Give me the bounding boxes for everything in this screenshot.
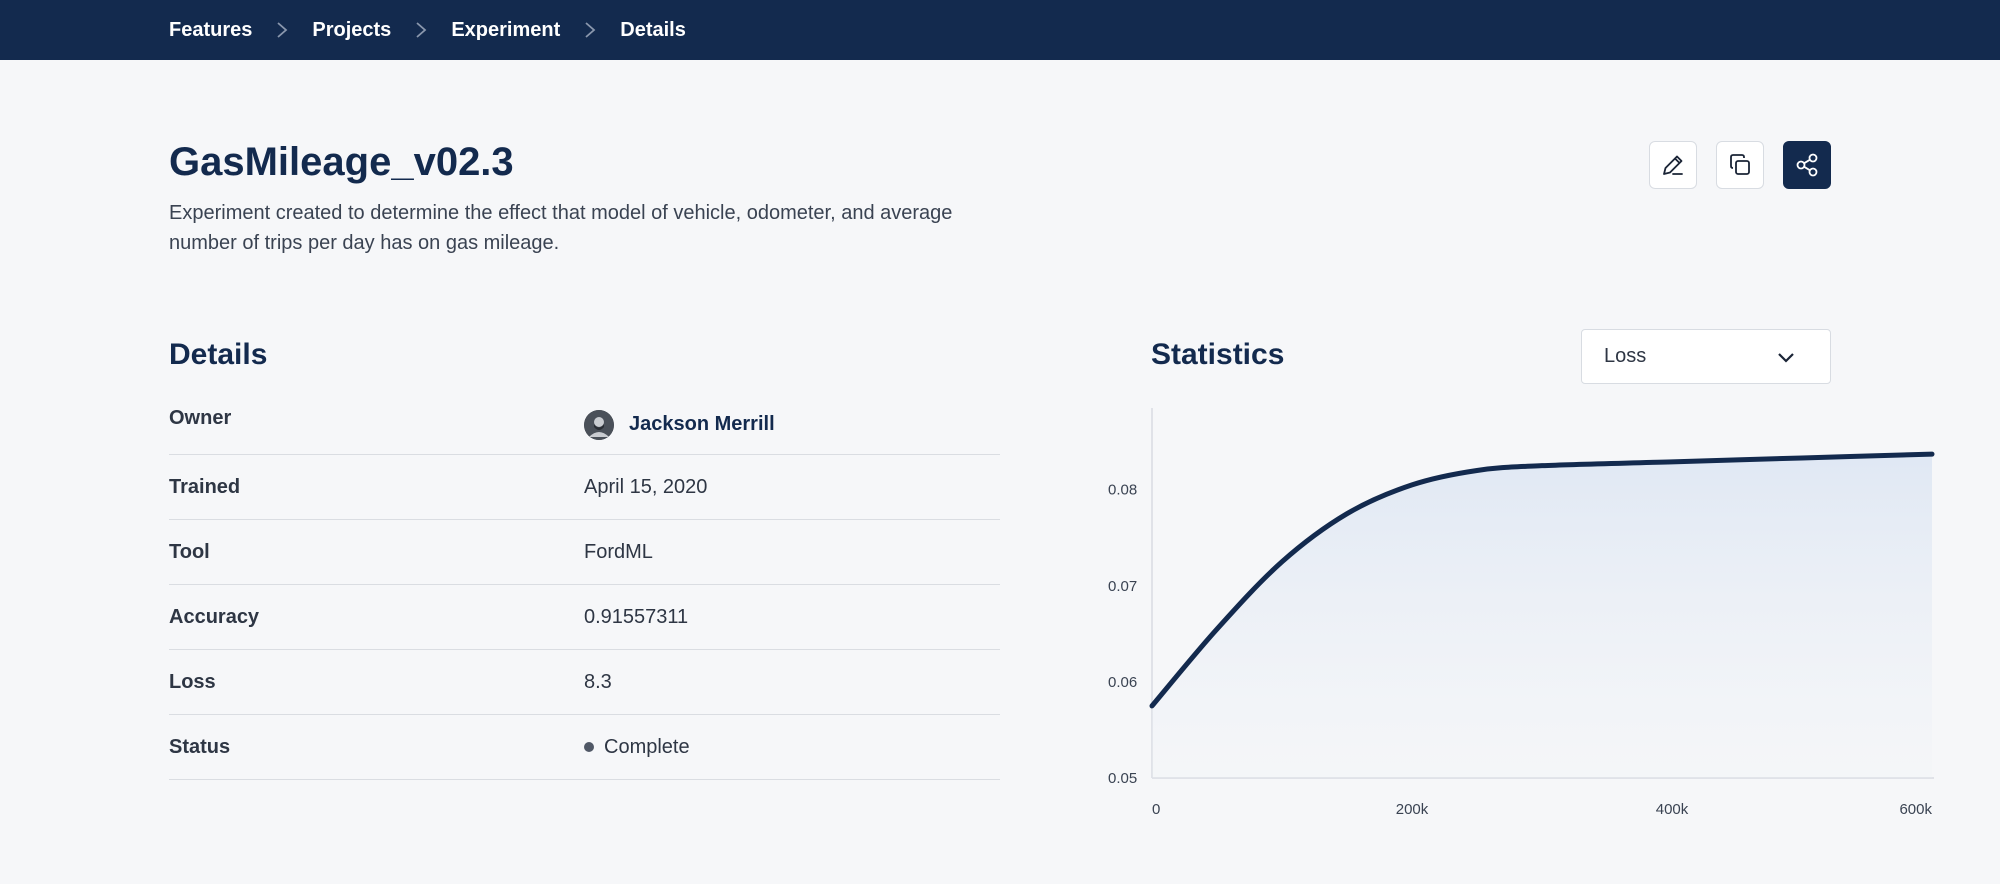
detail-label: Accuracy [169,605,260,628]
pencil-icon [1663,155,1683,175]
edit-button[interactable] [1649,141,1697,189]
loss-series-line [1149,451,1935,709]
breadcrumb-details[interactable]: Details [620,18,686,41]
loss-area [1152,454,1932,778]
x-tick-label: 0 [1152,801,1160,818]
x-tick-label: 400k [1656,801,1689,818]
page-title: GasMileage_v02.3 [169,140,514,184]
detail-row-owner: Owner Jackson Merrill [169,395,1000,455]
detail-row-status: Status Complete [169,715,1000,780]
breadcrumb-experiment[interactable]: Experiment [451,18,561,41]
breadcrumb-projects[interactable]: Projects [312,18,392,41]
detail-value: 8.3 [584,670,612,693]
breadcrumb-features[interactable]: Features [169,18,253,41]
loss-chart: 0.05 0.06 0.07 0.08 0 200k 400k 600k [1108,408,1935,818]
y-tick-label: 0.07 [1108,578,1137,595]
duplicate-button[interactable] [1716,141,1764,189]
x-tick-label: 600k [1899,801,1932,818]
detail-label: Tool [169,540,210,563]
detail-value: FordML [584,540,653,563]
share-button[interactable] [1783,141,1831,189]
page-description: Experiment created to determine the effe… [169,202,953,254]
metric-select[interactable]: Loss [1581,329,1831,384]
details-table: Owner Jackson Merrill Trained April 15, … [169,395,1000,780]
y-tick-label: 0.08 [1108,482,1137,499]
detail-row-tool: Tool FordML [169,520,1000,585]
detail-value: April 15, 2020 [584,475,708,498]
statistics-heading: Statistics [1151,338,1285,371]
detail-label: Status [169,735,231,758]
detail-label: Loss [169,670,216,693]
details-heading: Details [169,338,268,371]
detail-row-trained: Trained April 15, 2020 [169,455,1000,520]
status-text: Complete [604,735,690,758]
breadcrumb: Features Projects Experiment Details [169,0,686,60]
owner-name[interactable]: Jackson Merrill [629,413,775,435]
chevron-right-icon [560,20,620,40]
chevron-right-icon [252,20,312,40]
x-tick-label: 200k [1396,801,1429,818]
chevron-down-icon [1778,353,1794,363]
top-navigation-bar: Features Projects Experiment Details [0,0,2000,60]
status-value: Complete [584,715,690,779]
detail-label: Owner [169,407,232,429]
status-dot-icon [584,742,594,752]
detail-row-loss: Loss 8.3 [169,650,1000,715]
y-tick-label: 0.05 [1108,770,1137,787]
detail-label: Trained [169,475,241,498]
detail-row-accuracy: Accuracy 0.91557311 [169,585,1000,650]
metric-select-value: Loss [1604,345,1647,367]
detail-value: 0.91557311 [584,605,689,628]
chevron-right-icon [391,20,451,40]
avatar [584,409,614,440]
copy-icon [1730,154,1750,175]
y-tick-label: 0.06 [1108,674,1137,691]
owner-value[interactable]: Jackson Merrill [584,395,775,454]
share-icon [1796,153,1818,177]
